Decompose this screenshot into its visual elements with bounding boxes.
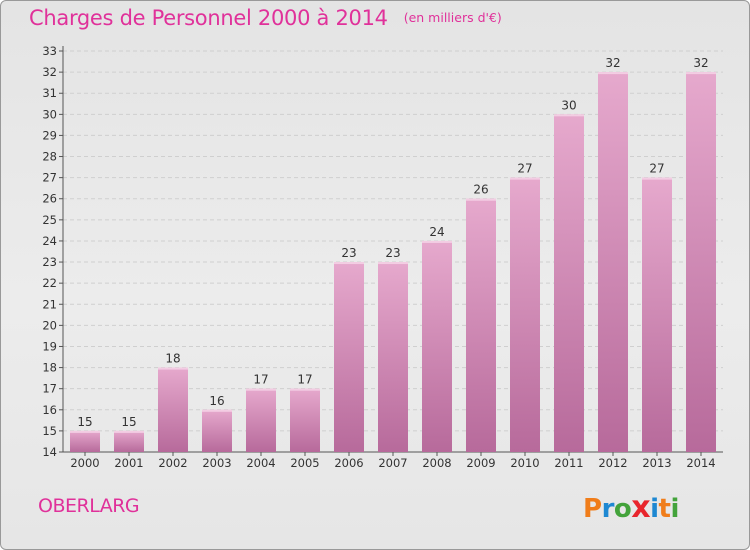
bar-value-label: 15: [77, 415, 92, 429]
y-tick-label: 32: [42, 65, 57, 79]
x-tick-label: 2006: [334, 456, 363, 470]
x-tick-label: 2012: [598, 456, 627, 470]
x-tick-label: 2009: [466, 456, 495, 470]
x-tick-label: 2002: [158, 456, 187, 470]
bar-2010: [510, 177, 540, 452]
x-tick-label: 2010: [510, 456, 539, 470]
bar-highlight: [554, 114, 584, 117]
bar-2008: [422, 240, 452, 452]
bar-highlight: [642, 177, 672, 180]
bar-value-label: 24: [429, 225, 444, 239]
bar-2005: [290, 388, 320, 452]
bar-2007: [378, 262, 408, 452]
y-tick-label: 31: [42, 86, 57, 100]
bar-value-label: 32: [693, 56, 708, 70]
logo-letter: i: [670, 494, 679, 524]
bar-value-label: 16: [209, 394, 224, 408]
bar-value-label: 27: [649, 162, 664, 176]
logo-letter: x: [631, 490, 651, 525]
bar-highlight: [158, 367, 188, 370]
y-tick-label: 23: [42, 255, 57, 269]
y-tick-label: 20: [42, 318, 57, 332]
proxiti-logo: Proxiti: [583, 490, 679, 525]
x-tick-label: 2005: [290, 456, 319, 470]
chart-subtitle: (en milliers d'€): [403, 10, 502, 25]
labels: 15 15 18 16 17 17 23 23 24 26 27 30 32 27 32: [77, 56, 708, 429]
bar-highlight: [246, 388, 276, 391]
y-tick-label: 22: [42, 276, 57, 290]
y-tick-label: 21: [42, 297, 57, 311]
x-tick-label: 2008: [422, 456, 451, 470]
x-tick-label: 2001: [114, 456, 143, 470]
y-tick-label: 30: [42, 107, 57, 121]
bar-value-label: 27: [517, 162, 532, 176]
bar-highlight: [290, 388, 320, 391]
city-name: OBERLARG: [38, 495, 140, 517]
bar-highlight: [114, 430, 144, 433]
y-tick-label: 33: [42, 44, 57, 58]
y-tick-label: 16: [42, 403, 57, 417]
logo-letter: r: [601, 494, 615, 524]
y-tick-label: 28: [42, 150, 57, 164]
x-tick-label: 2000: [70, 456, 99, 470]
bar-value-label: 32: [605, 56, 620, 70]
bar-2012: [598, 72, 628, 453]
logo-letter: t: [658, 494, 671, 524]
bar-highlight: [334, 262, 364, 265]
y-tick-label: 24: [42, 234, 57, 248]
y-tick-label: 15: [42, 424, 57, 438]
bar-2000: [70, 430, 100, 452]
bar-value-label: 26: [473, 183, 488, 197]
bar-2002: [158, 367, 188, 452]
x-tick-label: 2014: [686, 456, 715, 470]
y-tick-label: 26: [42, 192, 57, 206]
bar-highlight: [378, 262, 408, 265]
bar-highlight: [598, 72, 628, 75]
bar-2011: [554, 114, 584, 452]
bar-2013: [642, 177, 672, 452]
bars: [70, 72, 716, 453]
y-tick-label: 14: [42, 445, 57, 459]
bar-highlight: [70, 430, 100, 433]
x-tick-label: 2003: [202, 456, 231, 470]
bar-highlight: [202, 409, 232, 412]
bar-value-label: 23: [385, 246, 400, 260]
y-tick-label: 18: [42, 361, 57, 375]
bar-2001: [114, 430, 144, 452]
bar-2014: [686, 72, 716, 453]
bar-highlight: [466, 198, 496, 201]
y-tick-label: 19: [42, 339, 57, 353]
y-tick-label: 25: [42, 213, 57, 227]
bar-highlight: [422, 240, 452, 243]
logo-letter: P: [583, 494, 602, 524]
bar-value-label: 18: [165, 352, 180, 366]
bar-2009: [466, 198, 496, 452]
bar-2004: [246, 388, 276, 452]
y-tick-label: 29: [42, 128, 57, 142]
bar-2003: [202, 409, 232, 452]
logo-letter: o: [613, 494, 632, 524]
bar-value-label: 30: [561, 98, 576, 112]
bar-value-label: 23: [341, 246, 356, 260]
chart-title: Charges de Personnel 2000 à 2014: [29, 6, 388, 30]
y-tick-label: 27: [42, 171, 57, 185]
logo-letter: i: [650, 494, 659, 524]
x-tick-label: 2007: [378, 456, 407, 470]
bar-2006: [334, 262, 364, 452]
bar-value-label: 17: [297, 373, 312, 387]
bar-highlight: [510, 177, 540, 180]
x-tick-label: 2011: [554, 456, 583, 470]
bar-highlight: [686, 72, 716, 75]
chart-title-block: Charges de Personnel 2000 à 2014 (en mill…: [29, 6, 502, 30]
x-tick-label: 2013: [642, 456, 671, 470]
y-tick-label: 17: [42, 382, 57, 396]
x-tick-label: 2004: [246, 456, 275, 470]
bar-value-label: 17: [253, 373, 268, 387]
bar-value-label: 15: [121, 415, 136, 429]
